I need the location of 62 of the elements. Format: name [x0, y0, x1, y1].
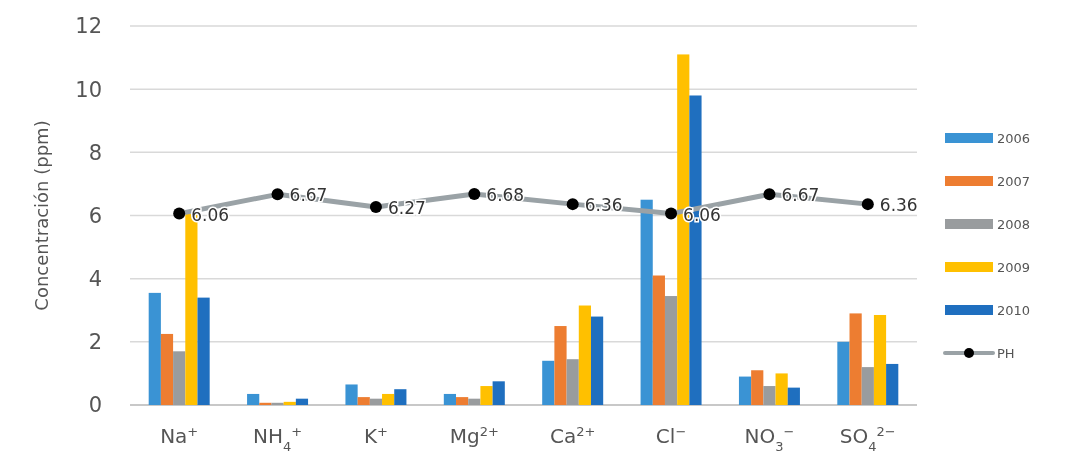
data-label: 6.06: [191, 204, 230, 225]
bar: [295, 398, 309, 405]
legend-label: PH: [997, 345, 1015, 361]
bar: [394, 389, 407, 405]
bar: [837, 341, 850, 405]
bar: [443, 393, 457, 405]
bar: [652, 275, 665, 405]
bar: [542, 360, 555, 405]
bar: [247, 393, 260, 405]
bar: [578, 305, 591, 405]
bar: [357, 397, 370, 405]
legend-label: 2009: [997, 259, 1031, 275]
bar: [345, 384, 358, 405]
x-tick-label: Ca$^{2+}$: [549, 423, 596, 448]
y-tick-label: 10: [75, 77, 102, 102]
bar: [590, 316, 604, 405]
bar: [861, 367, 874, 405]
data-label: 6.68: [486, 185, 525, 206]
x-tick-label: Na$^{+}$: [160, 423, 199, 448]
data-label: 6.67: [781, 185, 820, 206]
y-axis-title: Concentración (ppm): [31, 120, 52, 311]
bar: [369, 398, 383, 405]
data-label: 6.27: [387, 197, 426, 218]
y-tick-label: 8: [88, 140, 102, 165]
bar: [873, 314, 887, 405]
bar: [148, 292, 161, 405]
data-label: 6.36: [879, 195, 918, 216]
bar: [382, 393, 395, 405]
bar: [664, 296, 678, 405]
bar: [763, 386, 776, 405]
bar: [849, 313, 862, 405]
bar: [554, 326, 567, 405]
bar: [160, 333, 174, 405]
bar: [775, 373, 788, 405]
legend-label: 2006: [997, 130, 1031, 146]
y-tick-label: 6: [88, 203, 102, 228]
bar: [173, 351, 186, 405]
data-label: 6.67: [289, 185, 328, 206]
y-tick-label: 2: [88, 330, 102, 355]
bar: [468, 398, 481, 405]
x-tick-label: Cl$^{−}$: [655, 423, 687, 448]
bar: [283, 401, 296, 405]
bar: [787, 387, 800, 405]
bar: [480, 386, 493, 405]
y-tick-label: 12: [75, 14, 102, 39]
x-tick-label: Mg$^{2+}$: [449, 423, 499, 448]
bar: [271, 402, 284, 405]
legend-label: 2008: [997, 216, 1031, 232]
bar: [566, 359, 579, 405]
legend-label: 2010: [997, 302, 1031, 318]
data-label: 6.36: [584, 195, 623, 216]
bar: [738, 376, 752, 405]
bar: [197, 297, 210, 405]
x-tick-label: K$^{+}$: [363, 423, 388, 448]
bar: [456, 397, 469, 405]
bar: [886, 363, 899, 405]
y-tick-label: 0: [88, 393, 102, 418]
y-tick-label: 4: [88, 267, 102, 292]
bar: [751, 370, 764, 405]
bar: [640, 199, 653, 405]
legend-label: 2007: [997, 173, 1031, 189]
bar: [492, 381, 505, 405]
